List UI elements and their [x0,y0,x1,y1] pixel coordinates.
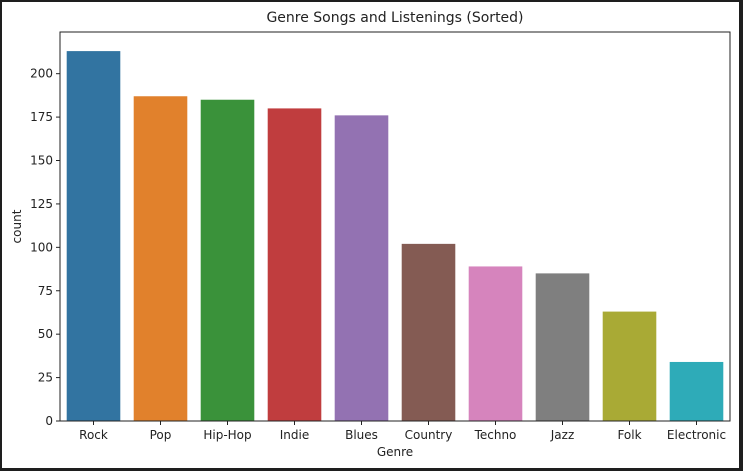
x-tick-label: Country [405,428,453,442]
plot-frame [59,31,731,422]
x-axis: Rock Pop Hip-Hop Indie Blues Country Techno Jaz… [79,421,726,442]
x-axis-label: Genre [377,445,413,459]
y-axis-label: count [10,209,24,243]
y-axis: 0 25 50 75 100 125 150 175 200 [30,67,60,428]
x-tick-label: Indie [280,428,309,442]
x-tick-label: Pop [150,428,172,442]
y-tick-label: 200 [30,67,53,81]
bar-folk [602,311,657,421]
bar-indie [267,108,322,422]
y-tick-label: 125 [30,197,53,211]
y-tick-label: 50 [38,327,53,341]
bar-rock [66,51,121,421]
bar-country [401,243,456,421]
x-tick-label: Blues [345,428,378,442]
x-tick-label: Techno [474,428,517,442]
bar-pop [133,96,188,422]
bar-series [66,51,724,422]
y-tick-label: 100 [30,240,53,254]
y-tick-label: 150 [30,154,53,168]
x-tick-label: Rock [79,428,108,442]
y-tick-label: 175 [30,110,53,124]
y-tick-label: 0 [45,414,53,428]
bar-techno [468,266,523,421]
y-tick-label: 75 [38,284,53,298]
x-tick-label: Folk [617,428,641,442]
bar-jazz [535,273,590,421]
bar-hip-hop [200,99,255,422]
bar-electronic [669,361,724,421]
x-tick-label: Electronic [667,428,726,442]
y-tick-label: 25 [38,371,53,385]
bar-blues [334,115,389,421]
x-tick-label: Hip-Hop [203,428,251,442]
chart-title: Genre Songs and Listenings (Sorted) [266,10,523,26]
x-tick-label: Jazz [550,428,575,442]
